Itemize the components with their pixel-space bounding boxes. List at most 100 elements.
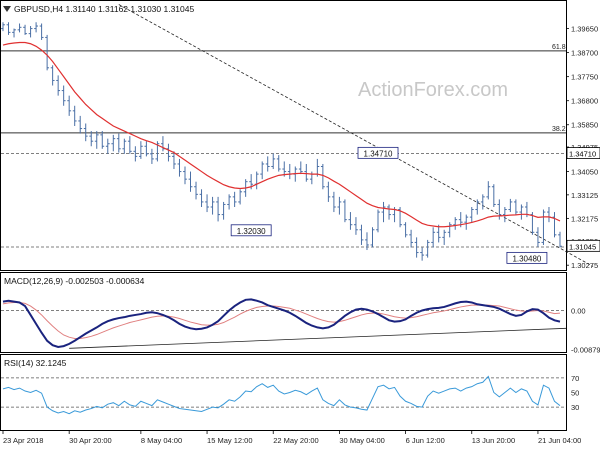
ohlc-bar xyxy=(425,239,430,258)
ohlc-bar xyxy=(447,222,452,238)
ohlc-bar xyxy=(194,181,198,200)
x-axis-label: 22 May 20:00 xyxy=(273,436,318,445)
callout-text: 1.30480 xyxy=(512,254,541,263)
ohlc-bar xyxy=(127,136,132,154)
ohlc-bar xyxy=(45,34,50,71)
ohlc-bar xyxy=(105,138,110,154)
rsi-layer xyxy=(1,375,566,415)
macd-layer xyxy=(1,298,567,349)
ohlc-bar xyxy=(144,141,149,157)
price-trendline xyxy=(118,4,594,267)
rsi-axis-label: 50 xyxy=(571,389,579,398)
x-axis-label: 30 May 04:00 xyxy=(339,436,384,445)
ohlc-bar xyxy=(205,194,209,213)
ohlc-bar xyxy=(381,201,386,223)
ohlc-bar xyxy=(348,212,353,230)
x-axis-label: 13 Jun 20:00 xyxy=(472,436,515,445)
ohlc-bar xyxy=(502,206,507,223)
ohlc-bar xyxy=(359,224,364,245)
ohlc-bar xyxy=(216,196,220,222)
price-axis-label: 1.36800 xyxy=(571,97,598,106)
ohlc-bar xyxy=(56,75,61,96)
macd-panel-title: MACD(12,26,9) -0.002503 -0.000634 xyxy=(4,276,145,286)
callout-text: 1.34710 xyxy=(364,149,393,158)
x-axis-label: 15 May 12:00 xyxy=(207,436,252,445)
ohlc-bar xyxy=(370,227,375,248)
ohlc-bar xyxy=(111,134,116,152)
ohlc-bar xyxy=(149,148,154,164)
ohlc-bar xyxy=(276,155,281,172)
ohlc-bar xyxy=(331,191,336,213)
ohlc-bar xyxy=(436,224,441,243)
price-callout-label: 1.32030 xyxy=(230,224,272,237)
axis-layer: 1.396501.387001.377501.368001.358501.349… xyxy=(2,25,600,445)
ohlc-bar xyxy=(50,65,55,86)
ohlc-bar xyxy=(232,191,237,207)
ohlc-bar xyxy=(238,189,243,205)
ohlc-bar xyxy=(271,153,276,170)
ohlc-bar xyxy=(177,158,182,177)
ohlc-bar xyxy=(138,141,143,159)
price-axis-label: 1.35850 xyxy=(571,121,598,130)
level-price-marker: 1.34710 xyxy=(566,147,600,159)
fib-level-label: 38.2 xyxy=(552,126,566,133)
ohlc-bar xyxy=(480,194,485,210)
ohlc-bar xyxy=(1,22,5,32)
ohlc-bar xyxy=(221,201,226,220)
ohlc-bar xyxy=(39,23,44,40)
ohlc-bar xyxy=(536,227,540,247)
ohlc-bar xyxy=(298,161,303,175)
ohlc-bar xyxy=(320,163,325,190)
ohlc-bar xyxy=(100,131,105,149)
ohlc-bar xyxy=(94,131,99,149)
x-axis-label: 6 Jun 12:00 xyxy=(406,436,445,445)
rsi-panel-frame xyxy=(0,354,567,431)
ohlc-bar xyxy=(414,237,419,258)
ohlc-bar xyxy=(442,229,447,245)
macd-axis-label: 0.00 xyxy=(571,306,586,315)
ohlc-bar xyxy=(376,209,380,233)
rsi-axis-label: 30 xyxy=(571,403,579,412)
ohlc-bar xyxy=(469,206,474,223)
ohlc-bar xyxy=(260,161,265,180)
rsi-line xyxy=(2,375,561,415)
price-axis-label: 1.38700 xyxy=(571,49,598,58)
ohlc-bar xyxy=(12,28,16,38)
ohlc-bar xyxy=(28,26,33,38)
ohlc-bar xyxy=(89,131,94,147)
x-axis-label: 21 Jun 04:00 xyxy=(538,436,581,445)
ema-line xyxy=(2,41,561,228)
rsi-axis-label: 70 xyxy=(571,374,579,383)
ohlc-bar xyxy=(83,123,88,142)
macd-signal-line xyxy=(2,301,561,340)
price-title-text: GBPUSD,H4 1.31140 1.31162 1.31030 1.3104… xyxy=(14,4,194,14)
price-layer: 61.838.21.347101.320301.304801.336201.32… xyxy=(1,4,594,267)
ohlc-bar xyxy=(558,231,562,248)
ohlc-bar xyxy=(78,115,83,134)
x-axis-label: 8 May 04:00 xyxy=(141,436,182,445)
ohlc-bar xyxy=(337,196,342,215)
ohlc-bar xyxy=(431,227,436,248)
ohlc-bar xyxy=(227,194,232,210)
ohlc-bar xyxy=(519,204,524,220)
price-axis-label: 1.37750 xyxy=(571,73,598,82)
ohlc-bar xyxy=(17,23,22,33)
current-price-label: 1.31045 xyxy=(569,242,596,251)
ohlc-bar xyxy=(513,199,518,215)
watermark: ActionForex.com xyxy=(358,79,508,101)
ohlc-bar xyxy=(409,229,414,248)
macd-main-line xyxy=(2,298,561,349)
ohlc-bar xyxy=(453,217,458,230)
rsi-panel-title: RSI(14) 32.1245 xyxy=(4,358,67,368)
ohlc-bar xyxy=(486,181,491,200)
price-axis-label: 1.30275 xyxy=(571,261,598,270)
ohlc-bar xyxy=(403,222,408,238)
ohlc-bar xyxy=(354,217,358,235)
level-price-box xyxy=(566,147,600,159)
ohlc-bar xyxy=(491,184,496,207)
ohlc-bar xyxy=(265,156,270,172)
callout-box xyxy=(230,224,272,237)
ohlc-bar xyxy=(72,105,77,127)
